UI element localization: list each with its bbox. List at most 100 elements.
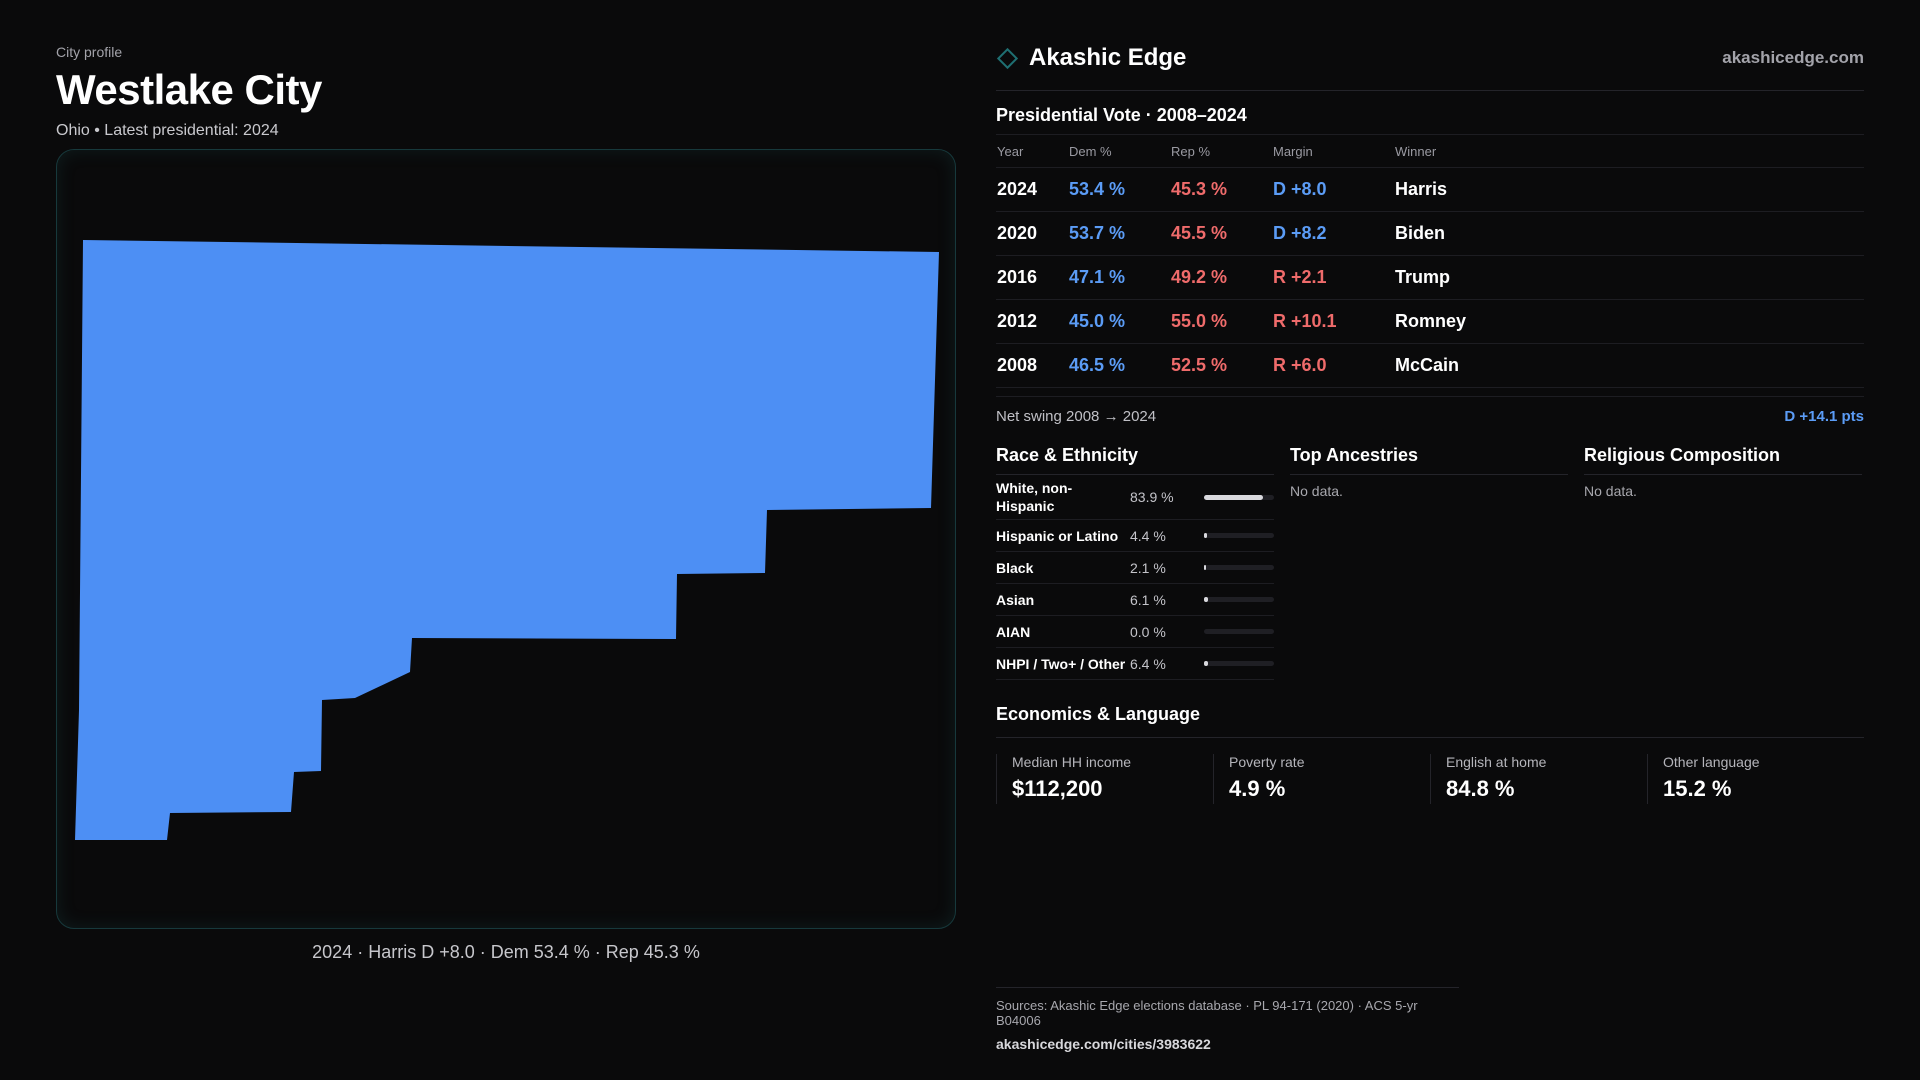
stat-value: $112,200 (1012, 776, 1103, 801)
race-bar-fill (1204, 533, 1208, 538)
race-label: NHPI / Two+ / Other (996, 655, 1126, 672)
stat-card-poverty: Poverty rate 4.9 % (1213, 754, 1430, 804)
economics-cards: Median HH income $112,200 Poverty rate 4… (996, 754, 1864, 804)
brand[interactable]: Akashic Edge (996, 44, 1186, 72)
religion-title: Religious Composition (1584, 445, 1862, 475)
stat-card-english: English at home 84.8 % (1430, 754, 1647, 804)
row-rep: 45.5 % (1170, 211, 1272, 256)
vote-section-title: Presidential Vote · 2008–2024 (996, 105, 1247, 125)
race-title: Race & Ethnicity (996, 445, 1274, 475)
page-kicker: City profile (56, 44, 123, 60)
row-dem: 45.0 % (1068, 299, 1170, 344)
list-item: Hispanic or Latino 4.4 % (996, 520, 1274, 552)
row-margin: R +10.1 (1272, 299, 1394, 344)
divider (996, 90, 1864, 91)
sources-url-link[interactable]: akashicedge.com/cities/3983622 (996, 1036, 1211, 1052)
net-swing-label: Net swing 2008 → 2024 (996, 407, 1157, 425)
row-margin: D +8.0 (1272, 167, 1394, 212)
row-year: 2012 (996, 299, 1068, 344)
row-rep: 45.3 % (1170, 167, 1272, 212)
row-year: 2020 (996, 211, 1068, 256)
race-bar-fill (1204, 597, 1209, 602)
list-item: White, non-Hispanic 83.9 % (996, 475, 1274, 520)
page-subtitle: Ohio • Latest presidential: 2024 (56, 122, 279, 139)
list-item: Black 2.1 % (996, 552, 1274, 584)
brand-url-link[interactable]: akashicedge.com (1722, 48, 1864, 67)
race-bar (1204, 494, 1274, 500)
brand-name: Akashic Edge (1029, 44, 1187, 71)
header-rep: Rep % (1170, 134, 1272, 168)
row-margin: D +8.2 (1272, 211, 1394, 256)
row-dem: 47.1 % (1068, 255, 1170, 300)
race-label: White, non-Hispanic (996, 480, 1073, 514)
row-year: 2008 (996, 343, 1068, 388)
religion-empty: No data. (1584, 483, 1637, 499)
stat-value: 15.2 % (1663, 776, 1732, 801)
race-label: Asian (996, 591, 1035, 608)
race-bar-fill (1204, 565, 1206, 570)
diamond-logo-icon (996, 47, 1019, 69)
race-bar (1204, 661, 1274, 666)
right-panel: Akashic Edge akashicedge.com Presidentia… (996, 40, 1864, 804)
brand-row: Akashic Edge akashicedge.com (996, 40, 1864, 76)
table-row: 2012 45.0 % 55.0 % R +10.1 Romney (996, 299, 1864, 344)
race-label: AIAN (996, 623, 1031, 640)
row-dem: 46.5 % (1068, 343, 1170, 388)
list-item: AIAN 0.0 % (996, 616, 1274, 648)
race-label: Hispanic or Latino (996, 527, 1119, 544)
city-boundary-map (75, 240, 939, 840)
race-bar-fill (1204, 494, 1263, 500)
stat-card-other-language: Other language 15.2 % (1647, 754, 1864, 804)
header-winner: Winner (1394, 134, 1864, 168)
race-value: 4.4 % (1130, 527, 1166, 544)
vote-table: Year Dem % Rep % Margin Winner 2024 53.4… (996, 134, 1864, 388)
race-value: 6.1 % (1130, 591, 1166, 608)
table-row: 2020 53.7 % 45.5 % D +8.2 Biden (996, 211, 1864, 256)
race-bar (1204, 629, 1274, 634)
demographics-panels: Race & Ethnicity White, non-Hispanic 83.… (996, 445, 1864, 680)
race-value: 0.0 % (1130, 623, 1166, 640)
ancestries-empty: No data. (1290, 483, 1343, 499)
stat-label: English at home (1446, 754, 1547, 770)
row-winner: Biden (1394, 211, 1864, 256)
economics-title: Economics & Language (996, 704, 1864, 738)
stat-label: Other language (1663, 754, 1760, 770)
city-map-card[interactable] (56, 149, 956, 929)
table-row: 2016 47.1 % 49.2 % R +2.1 Trump (996, 255, 1864, 300)
sources-text: Sources: Akashic Edge elections database… (996, 998, 1418, 1028)
row-dem: 53.7 % (1068, 211, 1170, 256)
header-margin: Margin (1272, 134, 1394, 168)
stat-card-income: Median HH income $112,200 (996, 754, 1213, 804)
race-bar-fill (1204, 661, 1209, 666)
race-value: 83.9 % (1130, 489, 1174, 505)
net-swing-row: Net swing 2008 → 2024 D +14.1 pts (996, 396, 1864, 427)
city-header: City profile Westlake City Ohio • Latest… (56, 40, 956, 140)
city-boundary-shape[interactable] (75, 240, 939, 840)
row-winner: McCain (1394, 343, 1864, 388)
header-dem: Dem % (1068, 134, 1170, 168)
race-list: White, non-Hispanic 83.9 % Hispanic or L… (996, 475, 1274, 680)
page-title: Westlake City (56, 66, 322, 113)
stat-value: 4.9 % (1229, 776, 1286, 801)
race-panel: Race & Ethnicity White, non-Hispanic 83.… (996, 445, 1274, 680)
row-winner: Trump (1394, 255, 1864, 300)
vote-table-header: Year Dem % Rep % Margin Winner (996, 134, 1864, 168)
sources-footer: Sources: Akashic Edge elections database… (996, 987, 1459, 1052)
header-year: Year (996, 134, 1068, 168)
race-value: 2.1 % (1130, 559, 1166, 576)
row-margin: R +2.1 (1272, 255, 1394, 300)
stat-value: 84.8 % (1446, 776, 1515, 801)
map-caption: 2024 · Harris D +8.0 · Dem 53.4 % · Rep … (312, 942, 700, 962)
religion-panel: Religious Composition No data. (1584, 445, 1862, 680)
race-bar (1204, 597, 1274, 602)
list-item: NHPI / Two+ / Other 6.4 % (996, 648, 1274, 680)
stat-label: Median HH income (1012, 754, 1132, 770)
row-dem: 53.4 % (1068, 167, 1170, 212)
row-rep: 49.2 % (1170, 255, 1272, 300)
table-row: 2024 53.4 % 45.3 % D +8.0 Harris (996, 167, 1864, 212)
race-bar (1204, 565, 1274, 570)
table-row: 2008 46.5 % 52.5 % R +6.0 McCain (996, 343, 1864, 388)
race-bar (1204, 533, 1274, 538)
row-rep: 52.5 % (1170, 343, 1272, 388)
race-label: Black (996, 559, 1034, 576)
